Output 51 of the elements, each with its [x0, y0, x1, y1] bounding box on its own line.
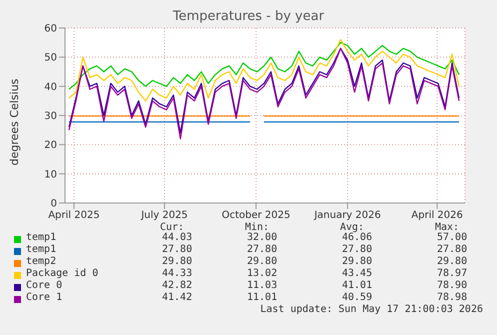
x-tick-label: April 2026	[411, 210, 463, 222]
text: 40.59	[342, 292, 372, 303]
text: 27.80	[162, 244, 192, 255]
text: 44.03	[162, 232, 192, 243]
y-tick-label: 50	[44, 52, 57, 64]
legend-label: temp1	[26, 244, 56, 255]
text: 13.02	[247, 268, 278, 279]
text: 27.80	[437, 244, 468, 255]
x-tick-label: January 2026	[313, 210, 381, 222]
y-tick-label: 10	[44, 169, 57, 180]
legend-label: temp1	[26, 232, 56, 243]
text: 11.03	[247, 280, 278, 291]
y-axis-title: degrees Celsius	[8, 78, 21, 166]
text: 78.97	[437, 268, 468, 279]
text: 57.00	[437, 232, 468, 243]
text: 78.90	[437, 280, 468, 291]
legend-label: Core 0	[26, 280, 62, 291]
text: Avg:	[340, 222, 364, 233]
text: Max:	[435, 222, 460, 233]
x-tick-label: April 2025	[48, 210, 100, 222]
y-tick-label: 60	[44, 24, 57, 35]
y-tick-label: 0	[50, 198, 57, 210]
text: 27.80	[247, 244, 278, 255]
y-tick-label: 30	[44, 111, 57, 122]
line-series	[68, 39, 460, 102]
x-tick-label: October 2025	[222, 210, 290, 222]
text: 29.80	[162, 256, 192, 267]
text: Cur:	[160, 222, 184, 233]
text: Min:	[245, 222, 270, 233]
text: 46.06	[342, 232, 372, 243]
text: 11.01	[247, 292, 278, 303]
text: 29.80	[437, 256, 468, 267]
x-tick-label: July 2025	[140, 210, 188, 222]
line-series	[68, 42, 460, 90]
legend-label: Core 1	[26, 292, 62, 303]
text: 41.42	[162, 292, 192, 303]
text: Last update: Sun May 17 21:00:03 2026	[260, 304, 483, 315]
text: 78.98	[437, 292, 468, 303]
text: 43.45	[342, 268, 372, 279]
legend-label: Package id 0	[26, 268, 98, 279]
text: 29.80	[342, 256, 372, 267]
text: 44.33	[162, 268, 192, 279]
y-tick-label: 40	[44, 82, 57, 93]
y-tick-label: 20	[44, 140, 57, 152]
legend-label: temp2	[26, 256, 56, 267]
text: 32.00	[247, 232, 278, 243]
text: 41.01	[342, 280, 372, 291]
text: 42.82	[162, 280, 192, 291]
chart-title: Temperatures - by year	[172, 9, 326, 24]
text: 27.80	[342, 244, 372, 255]
text: 29.80	[247, 256, 278, 267]
